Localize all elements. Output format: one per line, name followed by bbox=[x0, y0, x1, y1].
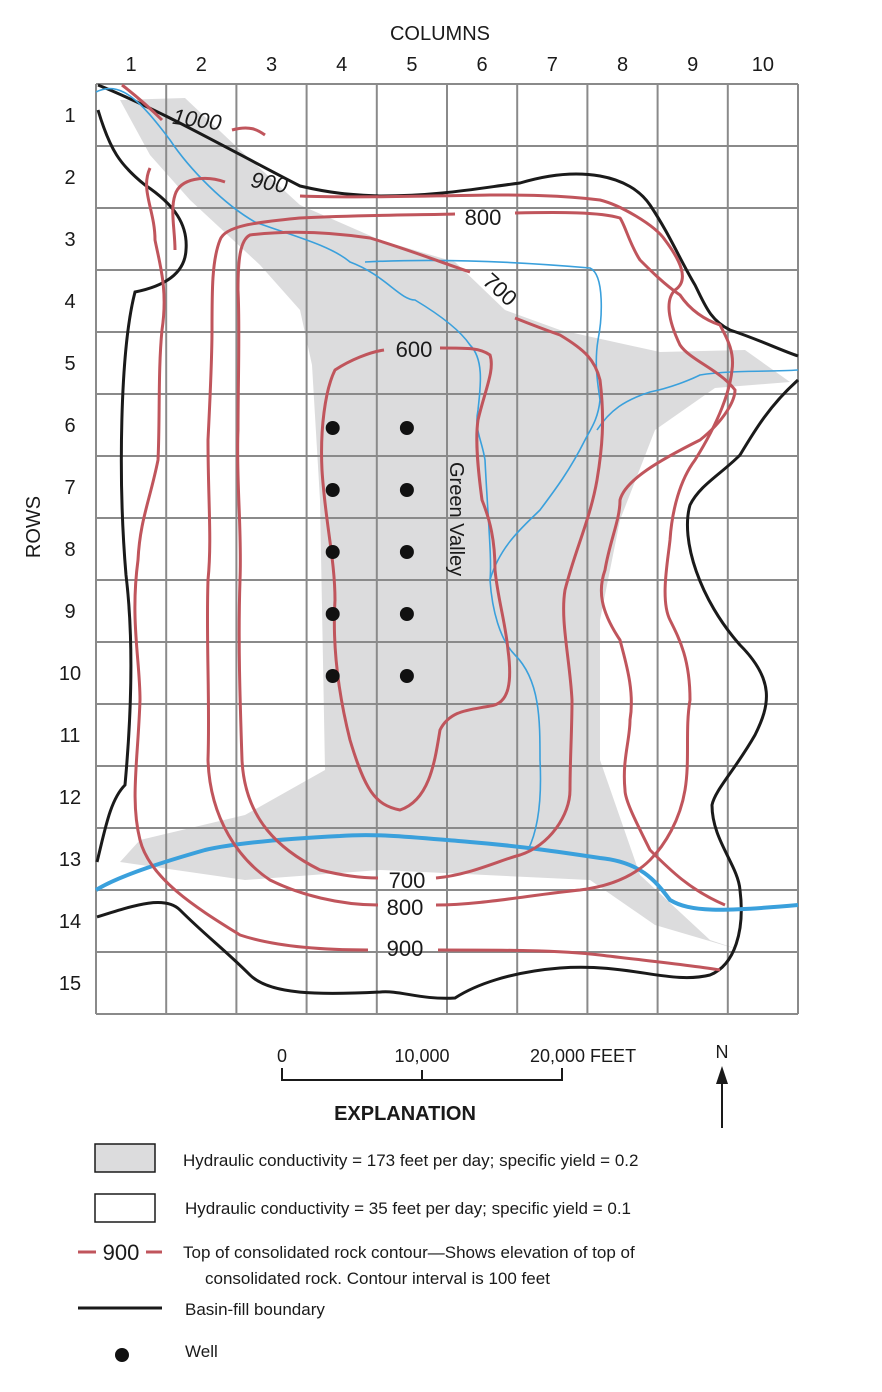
stream bbox=[364, 259, 603, 851]
scale-label-20000: 20,000 FEET bbox=[530, 1046, 636, 1066]
column-label: 9 bbox=[687, 54, 698, 76]
legend-boundary: Basin-fill boundary bbox=[185, 1300, 325, 1319]
scale-line bbox=[281, 1068, 563, 1081]
contour-label: 800 bbox=[465, 205, 502, 230]
row-label: 15 bbox=[59, 973, 81, 995]
contour-700 bbox=[236, 230, 605, 880]
legend-low-k: Hydraulic conductivity = 35 feet per day… bbox=[185, 1199, 631, 1218]
row-label: 6 bbox=[64, 415, 75, 437]
well bbox=[399, 483, 414, 497]
main-stream bbox=[94, 833, 799, 912]
rock-contours bbox=[121, 83, 737, 972]
contour-600 bbox=[320, 346, 512, 812]
row-label: 12 bbox=[59, 787, 81, 809]
legend-contour-line1: Top of consolidated rock contour—Shows e… bbox=[183, 1243, 635, 1262]
well bbox=[399, 607, 414, 621]
legend-swatch-high-k bbox=[94, 1143, 156, 1173]
legend-contour-sample: 900 bbox=[103, 1240, 140, 1265]
scale-bar: 0 10,000 20,000 FEET bbox=[277, 1046, 636, 1081]
column-label: 3 bbox=[266, 54, 277, 76]
stream bbox=[95, 87, 492, 581]
row-label: 14 bbox=[59, 911, 81, 933]
column-label: 7 bbox=[547, 54, 558, 76]
legend-contour-line2: consolidated rock. Contour interval is 1… bbox=[205, 1269, 550, 1288]
well bbox=[399, 421, 414, 435]
river-label: Green Valley bbox=[445, 462, 467, 576]
basin-fill-boundary bbox=[96, 378, 799, 1000]
column-label: 5 bbox=[406, 54, 417, 76]
row-label: 11 bbox=[60, 725, 81, 747]
well bbox=[399, 669, 414, 683]
well bbox=[325, 483, 340, 497]
column-label: 6 bbox=[477, 54, 488, 76]
columns-title: COLUMNS bbox=[390, 23, 490, 45]
row-label: 13 bbox=[59, 849, 81, 871]
column-labels: 1 2 3 4 5 6 7 8 9 10 bbox=[126, 54, 774, 76]
rows-title: ROWS bbox=[23, 496, 45, 558]
row-label: 2 bbox=[64, 167, 75, 189]
legend-well-symbol bbox=[115, 1348, 129, 1362]
basin-fill-boundary bbox=[97, 83, 799, 358]
row-label: 3 bbox=[64, 229, 75, 251]
contour-label: 800 bbox=[387, 895, 424, 920]
column-label: 8 bbox=[617, 54, 628, 76]
legend-high-k: Hydraulic conductivity = 173 feet per da… bbox=[183, 1151, 638, 1170]
well-group bbox=[325, 421, 414, 683]
column-label: 4 bbox=[336, 54, 347, 76]
basin-fill-boundary bbox=[95, 109, 188, 863]
row-label: 8 bbox=[64, 539, 75, 561]
well bbox=[325, 607, 340, 621]
row-label: 1 bbox=[64, 105, 75, 127]
row-label: 7 bbox=[64, 477, 75, 499]
row-label: 9 bbox=[64, 601, 75, 623]
contour-label: 900 bbox=[387, 936, 424, 961]
well bbox=[325, 669, 340, 683]
well bbox=[325, 421, 340, 435]
contour-label: 700 bbox=[389, 868, 426, 893]
legend-well: Well bbox=[185, 1342, 218, 1361]
contour-1000 bbox=[121, 83, 266, 137]
column-label: 1 bbox=[126, 54, 137, 76]
high-conductivity-zone bbox=[120, 98, 790, 950]
scale-label-10000: 10,000 bbox=[394, 1046, 449, 1066]
legend-contour-symbol: 900 bbox=[78, 1240, 162, 1265]
explanation-title: EXPLANATION bbox=[334, 1103, 476, 1125]
stream bbox=[596, 369, 799, 431]
row-label: 4 bbox=[64, 291, 75, 313]
north-label: N bbox=[716, 1042, 729, 1062]
column-label: 10 bbox=[752, 54, 774, 76]
contour-label: 600 bbox=[396, 337, 433, 362]
well bbox=[325, 545, 340, 559]
column-label: 2 bbox=[196, 54, 207, 76]
contour-800 bbox=[205, 211, 735, 907]
row-label: 10 bbox=[59, 663, 81, 685]
scale-label-0: 0 bbox=[277, 1046, 287, 1066]
contour-900 bbox=[133, 167, 737, 972]
well bbox=[399, 545, 414, 559]
legend-swatch-low-k bbox=[94, 1193, 156, 1223]
contour-labels: 1000 900 800 700 600 700 800 900 bbox=[171, 104, 522, 961]
row-label: 5 bbox=[64, 353, 75, 375]
north-arrow-icon: N bbox=[716, 1042, 729, 1128]
